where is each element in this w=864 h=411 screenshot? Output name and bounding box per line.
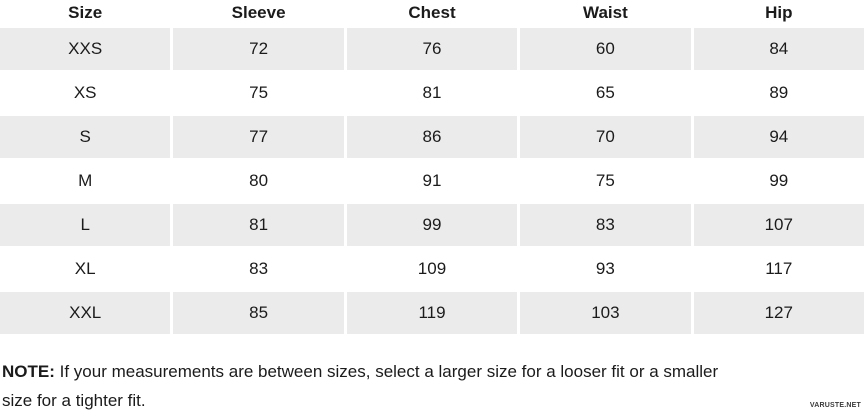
size-label-l: L bbox=[0, 204, 171, 246]
table-cell: 107 bbox=[693, 204, 864, 246]
size-label-s: S bbox=[0, 116, 171, 158]
table-cell: 83 bbox=[173, 248, 344, 290]
column-header-chest: Chest bbox=[346, 0, 518, 26]
table-cell: 65 bbox=[520, 72, 691, 114]
table-cell: 76 bbox=[346, 28, 518, 70]
table-cell: 81 bbox=[346, 72, 518, 114]
table-cell: 60 bbox=[520, 28, 691, 70]
table-cell: 80 bbox=[173, 160, 344, 202]
size-label-xxs: XXS bbox=[0, 28, 171, 70]
table-cell: 91 bbox=[346, 160, 518, 202]
table-cell: 99 bbox=[693, 160, 864, 202]
table-cell: 81 bbox=[173, 204, 344, 246]
table-cell: 127 bbox=[693, 292, 864, 334]
column-header-sleeve: Sleeve bbox=[173, 0, 344, 26]
table-cell: 103 bbox=[520, 292, 691, 334]
table-cell: 84 bbox=[693, 28, 864, 70]
note-label: NOTE: bbox=[2, 362, 55, 381]
table-cell: 89 bbox=[693, 72, 864, 114]
column-header-hip: Hip bbox=[693, 0, 864, 26]
table-cell: 85 bbox=[173, 292, 344, 334]
size-label-xs: XS bbox=[0, 72, 171, 114]
watermark: VARUSTE.NET bbox=[809, 402, 861, 409]
table-cell: 75 bbox=[520, 160, 691, 202]
table-cell: 75 bbox=[173, 72, 344, 114]
table-cell: 72 bbox=[173, 28, 344, 70]
table-cell: 70 bbox=[520, 116, 691, 158]
size-label-m: M bbox=[0, 160, 171, 202]
column-header-waist: Waist bbox=[520, 0, 691, 26]
table-cell: 94 bbox=[693, 116, 864, 158]
table-cell: 86 bbox=[346, 116, 518, 158]
table-cell: 77 bbox=[173, 116, 344, 158]
table-cell: 119 bbox=[346, 292, 518, 334]
table-cell: 93 bbox=[520, 248, 691, 290]
size-chart-table: Size Sleeve Chest Waist Hip XXS 72 76 60… bbox=[0, 0, 864, 334]
table-cell: 117 bbox=[693, 248, 864, 290]
size-label-xl: XL bbox=[0, 248, 171, 290]
table-cell: 99 bbox=[346, 204, 518, 246]
size-label-xxl: XXL bbox=[0, 292, 171, 334]
table-cell: 83 bbox=[520, 204, 691, 246]
sizing-note: NOTE: If your measurements are between s… bbox=[0, 357, 745, 411]
column-header-size: Size bbox=[0, 0, 171, 26]
note-text: If your measurements are between sizes, … bbox=[2, 362, 719, 410]
table-cell: 109 bbox=[346, 248, 518, 290]
